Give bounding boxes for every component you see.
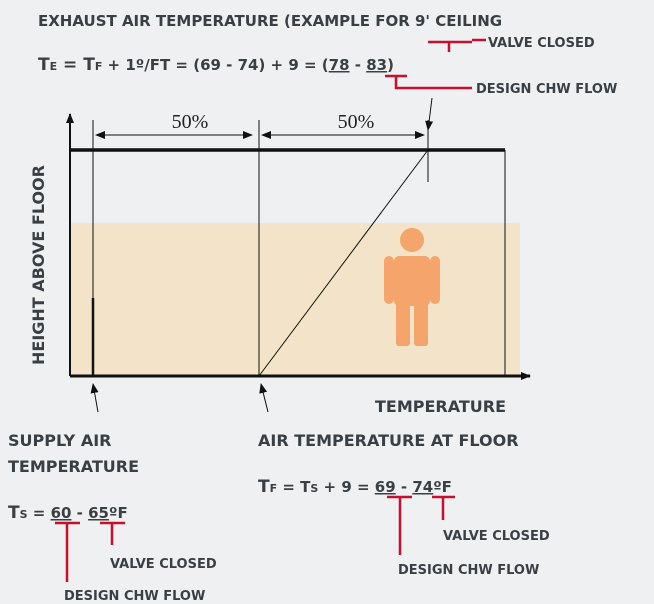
floor-formula: TF = TS + 9 = 69 - 74ºF: [258, 477, 452, 497]
formula-part: S: [20, 508, 28, 521]
formula-part: -: [396, 478, 413, 496]
formula-part: = T: [277, 478, 311, 496]
formula-part: -: [350, 56, 367, 74]
formula-part: 78: [329, 56, 350, 74]
formula-part: 74: [412, 478, 433, 496]
formula-part: ºF: [433, 478, 452, 496]
valve-label: VALVE CLOSED: [488, 36, 595, 51]
formula-part: 69: [375, 478, 396, 496]
formula-part: F: [95, 60, 103, 73]
x-axis-label: TEMPERATURE: [375, 397, 506, 416]
supply-title: TEMPERATURE: [8, 457, 139, 476]
valve-label: VALVE CLOSED: [443, 529, 550, 544]
supply-title: SUPPLY AIR: [8, 431, 111, 450]
valve-label: VALVE CLOSED: [110, 557, 217, 572]
formula-part: =: [28, 504, 51, 522]
formula-part: T: [258, 477, 270, 497]
formula-part: ): [387, 56, 394, 74]
formula-part: F: [270, 482, 278, 495]
formula-part: -: [71, 504, 88, 522]
formula-part: E: [50, 60, 58, 73]
dimension-label: 50%: [172, 111, 209, 133]
flow-label: DESIGN CHW FLOW: [64, 589, 205, 604]
exhaust-title: EXHAUST AIR TEMPERATURE (EXAMPLE FOR 9' …: [38, 12, 502, 30]
formula-part: T: [38, 55, 50, 75]
formula-part: 60: [51, 504, 72, 522]
exhaust-formula: TE = TF + 1º/FT = (69 - 74) + 9 = (78 - …: [38, 55, 394, 75]
y-axis-label: HEIGHT ABOVE FLOOR: [29, 165, 48, 365]
flow-label: DESIGN CHW FLOW: [476, 82, 617, 97]
formula-part: 83: [366, 56, 387, 74]
occupied-zone: [70, 223, 520, 376]
formula-part: + 9 =: [318, 478, 374, 496]
formula-part: + 1º/FT = (69 - 74) + 9 = (: [102, 56, 328, 74]
formula-part: 65: [88, 504, 109, 522]
formula-part: ºF: [109, 504, 128, 522]
floor-title: AIR TEMPERATURE AT FLOOR: [258, 431, 519, 450]
formula-part: = T: [57, 55, 95, 75]
formula-part: T: [8, 503, 20, 523]
formula-part: S: [310, 482, 318, 495]
diagram: EXHAUST AIR TEMPERATURE (EXAMPLE FOR 9' …: [0, 0, 654, 604]
flow-label: DESIGN CHW FLOW: [398, 563, 539, 578]
dimension-label: 50%: [338, 111, 375, 133]
